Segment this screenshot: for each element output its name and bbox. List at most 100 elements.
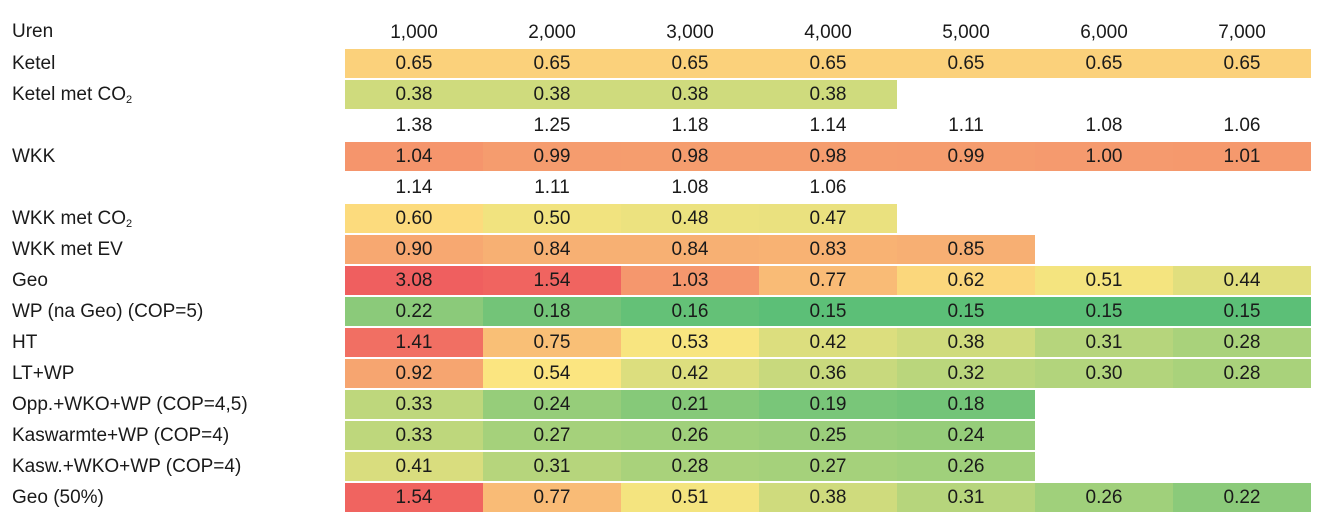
table-row: 1.14 1.11 1.08 1.06 bbox=[0, 173, 1326, 202]
row-label: Ketel met CO2 bbox=[12, 84, 133, 106]
heatmap-cell: 0.48 bbox=[621, 204, 759, 233]
heatmap-cell: 0.28 bbox=[1173, 359, 1311, 388]
heatmap-cell: 0.53 bbox=[621, 328, 759, 357]
heatmap-cell: 0.15 bbox=[897, 297, 1035, 326]
table-row: WKK met EV 0.90 0.84 0.84 0.83 0.85 bbox=[0, 235, 1326, 264]
heatmap-cell: 1.08 bbox=[671, 177, 709, 198]
heatmap-cell: 1.54 bbox=[345, 483, 483, 512]
heatmap-cell: 0.38 bbox=[897, 328, 1035, 357]
heatmap-cell: 0.75 bbox=[483, 328, 621, 357]
heatmap-cell: 0.24 bbox=[897, 421, 1035, 450]
heatmap-cell: 0.31 bbox=[1035, 328, 1173, 357]
column-header: 5,000 bbox=[942, 22, 990, 43]
heatmap-cell: 0.77 bbox=[759, 266, 897, 295]
heatmap-cell: 1.38 bbox=[395, 115, 433, 136]
heatmap-cell: 0.33 bbox=[345, 390, 483, 419]
heatmap-cell: 0.98 bbox=[621, 142, 759, 171]
heatmap-cell: 0.77 bbox=[483, 483, 621, 512]
row-label: Kaswarmte+WP (COP=4) bbox=[12, 425, 230, 446]
table-row: 1.38 1.25 1.18 1.14 1.11 1.08 1.06 bbox=[0, 111, 1326, 140]
heatmap-cell: 0.65 bbox=[897, 49, 1035, 78]
heatmap-cell: 0.28 bbox=[621, 452, 759, 481]
heatmap-cell: 1.18 bbox=[671, 115, 709, 136]
heatmap-cell: 0.65 bbox=[345, 49, 483, 78]
row-label: Opp.+WKO+WP (COP=4,5) bbox=[12, 394, 248, 415]
heatmap-cell: 0.84 bbox=[621, 235, 759, 264]
heatmap-cell: 0.51 bbox=[621, 483, 759, 512]
heatmap-cell: 0.36 bbox=[759, 359, 897, 388]
heatmap-cell: 0.19 bbox=[759, 390, 897, 419]
column-header: 1,000 bbox=[390, 22, 438, 43]
heatmap-cell: 0.25 bbox=[759, 421, 897, 450]
heatmap-cell: 0.26 bbox=[1035, 483, 1173, 512]
heatmap-cell: 1.14 bbox=[809, 115, 847, 136]
heatmap-cell: 0.65 bbox=[759, 49, 897, 78]
table-row: Opp.+WKO+WP (COP=4,5) 0.33 0.24 0.21 0.19 0.1… bbox=[0, 390, 1326, 419]
table-row: Kaswarmte+WP (COP=4) 0.33 0.27 0.26 0.25 0.24 bbox=[0, 421, 1326, 450]
heatmap-cell: 1.01 bbox=[1173, 142, 1311, 171]
row-label: Kasw.+WKO+WP (COP=4) bbox=[12, 456, 242, 477]
heatmap-cell: 0.22 bbox=[345, 297, 483, 326]
heatmap-cell: 0.28 bbox=[1173, 328, 1311, 357]
heatmap-cell: 0.26 bbox=[621, 421, 759, 450]
heatmap-cell: 1.14 bbox=[395, 177, 433, 198]
heatmap-cell: 0.85 bbox=[897, 235, 1035, 264]
row-label: WKK bbox=[12, 146, 56, 167]
heatmap-cell: 0.44 bbox=[1173, 266, 1311, 295]
table-row: LT+WP 0.92 0.54 0.42 0.36 0.32 0.30 0.28 bbox=[0, 359, 1326, 388]
row-label: WP (na Geo) (COP=5) bbox=[12, 301, 204, 322]
heatmap-cell: 0.84 bbox=[483, 235, 621, 264]
heatmap-cell: 0.60 bbox=[345, 204, 483, 233]
table-row: Ketel 0.65 0.65 0.65 0.65 0.65 0.65 0.65 bbox=[0, 49, 1326, 78]
row-label: Geo (50%) bbox=[12, 487, 104, 508]
table-row: Geo (50%) 1.54 0.77 0.51 0.38 0.31 0.26 0.22 bbox=[0, 483, 1326, 512]
heatmap-cell: 0.92 bbox=[345, 359, 483, 388]
heatmap-cell: 0.50 bbox=[483, 204, 621, 233]
heatmap-cell: 0.27 bbox=[483, 421, 621, 450]
heatmap-cell: 0.54 bbox=[483, 359, 621, 388]
heatmap-cell: 0.38 bbox=[621, 80, 759, 109]
heatmap-cell: 0.27 bbox=[759, 452, 897, 481]
heatmap-cell: 0.32 bbox=[897, 359, 1035, 388]
row-label: Geo bbox=[12, 270, 48, 291]
heatmap-cell: 1.41 bbox=[345, 328, 483, 357]
heatmap-cell: 0.99 bbox=[897, 142, 1035, 171]
heatmap-cell: 0.98 bbox=[759, 142, 897, 171]
heatmap-cell: 0.15 bbox=[1173, 297, 1311, 326]
heatmap-cell: 0.26 bbox=[897, 452, 1035, 481]
table-row: Kasw.+WKO+WP (COP=4) 0.41 0.31 0.28 0.27 0.26 bbox=[0, 452, 1326, 481]
table-row: Geo 3.08 1.54 1.03 0.77 0.62 0.51 0.44 bbox=[0, 266, 1326, 295]
heatmap-cell: 0.16 bbox=[621, 297, 759, 326]
heatmap-cell: 0.42 bbox=[759, 328, 897, 357]
heatmap-cell: 1.08 bbox=[1085, 115, 1123, 136]
column-header: 2,000 bbox=[528, 22, 576, 43]
heatmap-cell: 1.06 bbox=[1223, 115, 1261, 136]
heatmap-cell: 0.31 bbox=[483, 452, 621, 481]
heatmap-cell: 0.33 bbox=[345, 421, 483, 450]
row-label: HT bbox=[12, 332, 38, 353]
table-row: HT 1.41 0.75 0.53 0.42 0.38 0.31 0.28 bbox=[0, 328, 1326, 357]
heatmap-cell: 0.18 bbox=[897, 390, 1035, 419]
column-header: 3,000 bbox=[666, 22, 714, 43]
heatmap-cell: 1.04 bbox=[345, 142, 483, 171]
heatmap-cell: 1.54 bbox=[483, 266, 621, 295]
heatmap-cell: 0.31 bbox=[897, 483, 1035, 512]
heatmap-cell: 1.06 bbox=[809, 177, 847, 198]
heatmap-cell: 0.41 bbox=[345, 452, 483, 481]
row-label: WKK met EV bbox=[12, 239, 123, 260]
column-header: 7,000 bbox=[1218, 22, 1266, 43]
heatmap-cell: 0.90 bbox=[345, 235, 483, 264]
header-row: Uren 1,000 2,000 3,000 4,000 5,000 6,000 7,000 bbox=[0, 18, 1326, 47]
heatmap-cell: 1.11 bbox=[948, 115, 984, 136]
heatmap-cell: 1.03 bbox=[621, 266, 759, 295]
heatmap-cell: 3.08 bbox=[345, 266, 483, 295]
column-header: 6,000 bbox=[1080, 22, 1128, 43]
heatmap-cell: 0.65 bbox=[1035, 49, 1173, 78]
row-label: Ketel bbox=[12, 53, 56, 74]
heatmap-cell: 1.11 bbox=[534, 177, 570, 198]
heatmap-cell: 0.38 bbox=[759, 483, 897, 512]
table-row: WKK 1.04 0.99 0.98 0.98 0.99 1.00 1.01 bbox=[0, 142, 1326, 171]
heatmap-cell: 0.65 bbox=[483, 49, 621, 78]
heatmap-cell: 1.00 bbox=[1035, 142, 1173, 171]
row-label: WKK met CO2 bbox=[12, 208, 133, 230]
